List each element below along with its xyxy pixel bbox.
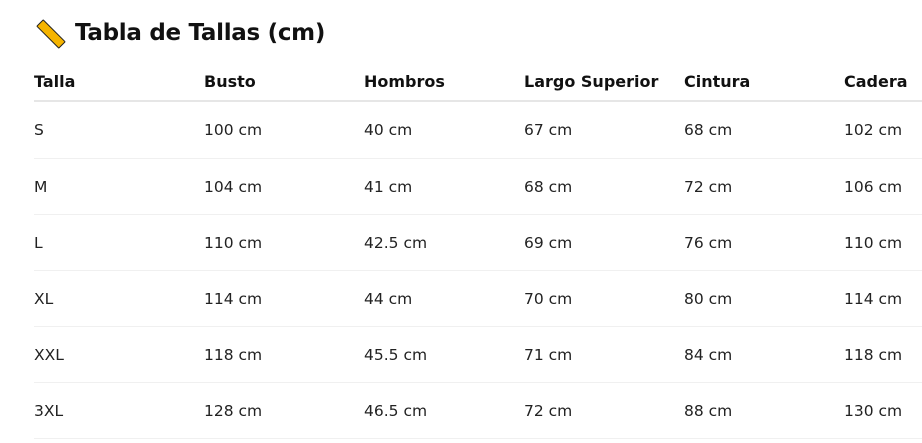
table-cell: 46.5 cm <box>364 382 524 439</box>
table-row: L 110 cm 42.5 cm 69 cm 76 cm 110 cm <box>34 214 922 271</box>
table-cell: 68 cm <box>524 158 684 215</box>
table-cell: XL <box>34 270 204 327</box>
table-cell: 80 cm <box>684 270 844 327</box>
table-row: S 100 cm 40 cm 67 cm 68 cm 102 cm <box>34 101 922 159</box>
table-cell: 71 cm <box>524 326 684 383</box>
table-cell: 88 cm <box>684 382 844 439</box>
table-cell: 42.5 cm <box>364 214 524 271</box>
table-cell: 118 cm <box>204 326 364 383</box>
table-cell: 104 cm <box>204 158 364 215</box>
column-header: Cintura <box>684 62 844 102</box>
table-cell: 114 cm <box>204 270 364 327</box>
table-cell: S <box>34 101 204 159</box>
column-header: Busto <box>204 62 364 102</box>
table-cell: 128 cm <box>204 382 364 439</box>
table-row: M 104 cm 41 cm 68 cm 72 cm 106 cm <box>34 158 922 215</box>
page-title: Tabla de Tallas (cm) <box>36 16 325 50</box>
table-cell: 70 cm <box>524 270 684 327</box>
table-cell: 72 cm <box>524 382 684 439</box>
table-row: XXL 118 cm 45.5 cm 71 cm 84 cm 118 cm <box>34 326 922 383</box>
table-cell: 44 cm <box>364 270 524 327</box>
table-cell: 110 cm <box>844 214 922 271</box>
table-header-row: Talla Busto Hombros Largo Superior Cintura Ca… <box>34 62 922 102</box>
table-cell: 114 cm <box>844 270 922 327</box>
page-title-text: Tabla de Tallas (cm) <box>75 20 326 46</box>
table-cell: 40 cm <box>364 101 524 159</box>
table-cell: 68 cm <box>684 101 844 159</box>
table-cell: 110 cm <box>204 214 364 271</box>
column-header: Largo Superior <box>524 62 684 102</box>
table-cell: 84 cm <box>684 326 844 383</box>
table-cell: 72 cm <box>684 158 844 215</box>
column-header: Talla <box>34 62 204 102</box>
table-cell: 3XL <box>34 382 204 439</box>
table-cell: 118 cm <box>844 326 922 383</box>
column-header: Cadera <box>844 62 922 102</box>
table-cell: 130 cm <box>844 382 922 439</box>
table-cell: L <box>34 214 204 271</box>
table-row: 3XL 128 cm 46.5 cm 72 cm 88 cm 130 cm <box>34 382 922 439</box>
table-cell: 69 cm <box>524 214 684 271</box>
table-cell: 102 cm <box>844 101 922 159</box>
table-row: XL 114 cm 44 cm 70 cm 80 cm 114 cm <box>34 270 922 327</box>
ruler-icon <box>36 18 66 48</box>
table-cell: 45.5 cm <box>364 326 524 383</box>
table-cell: XXL <box>34 326 204 383</box>
table-cell: 76 cm <box>684 214 844 271</box>
table-cell: 106 cm <box>844 158 922 215</box>
table-cell: 100 cm <box>204 101 364 159</box>
size-chart-table: Talla Busto Hombros Largo Superior Cintura Ca… <box>34 62 922 439</box>
table-cell: M <box>34 158 204 215</box>
table-cell: 41 cm <box>364 158 524 215</box>
table-cell: 67 cm <box>524 101 684 159</box>
column-header: Hombros <box>364 62 524 102</box>
